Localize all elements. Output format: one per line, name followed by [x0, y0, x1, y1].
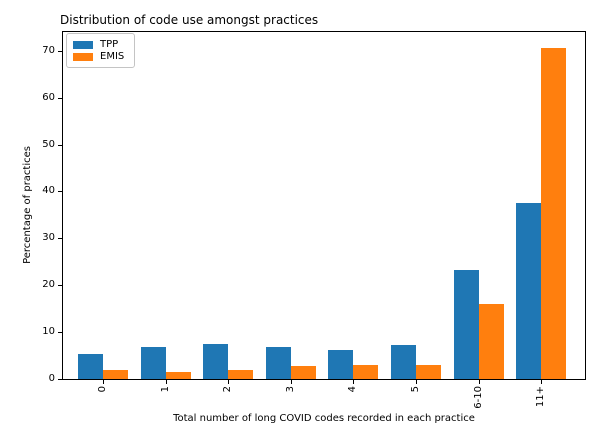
bar-tpp-4 — [328, 350, 354, 379]
bar-tpp-3 — [265, 346, 291, 379]
bar-emis-11+ — [541, 48, 567, 379]
bar-tpp-6-10 — [453, 269, 479, 379]
y-axis-label: Percentage of practices — [22, 146, 33, 264]
y-tick-label-60: 60 — [42, 91, 55, 103]
y-tick-label-40: 40 — [42, 185, 55, 197]
y-tick-label-30: 30 — [42, 232, 55, 244]
y-tick-label-50: 50 — [42, 138, 55, 150]
legend-label-emis: EMIS — [100, 51, 125, 62]
x-tick-label-5: 5 — [410, 386, 421, 393]
y-tick-mark-70 — [58, 50, 62, 52]
bar-emis-6-10 — [478, 304, 504, 379]
plot-inner — [63, 32, 585, 379]
y-tick-mark-50 — [58, 144, 62, 146]
bar-emis-0 — [103, 369, 128, 379]
legend: TPP EMIS — [66, 33, 136, 68]
y-tick-label-20: 20 — [42, 279, 55, 291]
x-tick-mark-2 — [228, 380, 230, 384]
x-tick-label-3: 3 — [284, 386, 296, 393]
chart-title: Distribution of code use amongst practic… — [60, 13, 319, 27]
bar-emis-3 — [290, 365, 316, 379]
y-tick-mark-30 — [58, 238, 62, 240]
x-tick-label-11+: 11+ — [535, 386, 547, 408]
bar-emis-4 — [353, 365, 379, 379]
x-tick-mark-3 — [290, 380, 292, 384]
bar-tpp-0 — [78, 353, 103, 379]
legend-swatch-emis — [73, 52, 93, 61]
x-tick-mark-4 — [353, 380, 355, 384]
x-tick-label-4: 4 — [347, 386, 359, 393]
x-tick-mark-1 — [165, 380, 167, 384]
legend-swatch-tpp — [73, 40, 93, 49]
legend-item-emis: EMIS — [73, 51, 124, 62]
legend-label-tpp: TPP — [100, 39, 119, 50]
x-tick-mark-11+ — [541, 380, 543, 384]
x-tick-mark-5 — [416, 380, 417, 384]
plot-area — [62, 31, 586, 380]
bar-emis-5 — [416, 364, 441, 379]
bar-tpp-2 — [203, 343, 229, 379]
y-tick-mark-10 — [58, 332, 62, 334]
bar-tpp-11+ — [516, 203, 542, 379]
y-tick-mark-0 — [58, 379, 62, 380]
y-tick-mark-20 — [58, 285, 62, 287]
x-tick-mark-0 — [103, 380, 104, 384]
x-tick-label-6-10: 6-10 — [472, 386, 484, 409]
y-tick-label-0: 0 — [48, 373, 55, 384]
x-tick-label-0: 0 — [97, 386, 108, 393]
x-axis-label: Total number of long COVID codes recorde… — [173, 413, 475, 424]
legend-item-tpp: TPP — [73, 39, 124, 50]
bar-tpp-5 — [391, 345, 416, 379]
y-tick-label-10: 10 — [42, 326, 55, 338]
y-tick-label-70: 70 — [42, 44, 55, 56]
y-tick-mark-60 — [58, 97, 62, 99]
x-tick-label-1: 1 — [159, 386, 171, 393]
x-tick-mark-6-10 — [478, 380, 480, 384]
bar-emis-2 — [228, 369, 254, 379]
bar-emis-1 — [165, 372, 191, 379]
bar-tpp-1 — [140, 346, 166, 379]
x-tick-label-2: 2 — [222, 386, 234, 393]
y-tick-mark-40 — [58, 191, 62, 193]
